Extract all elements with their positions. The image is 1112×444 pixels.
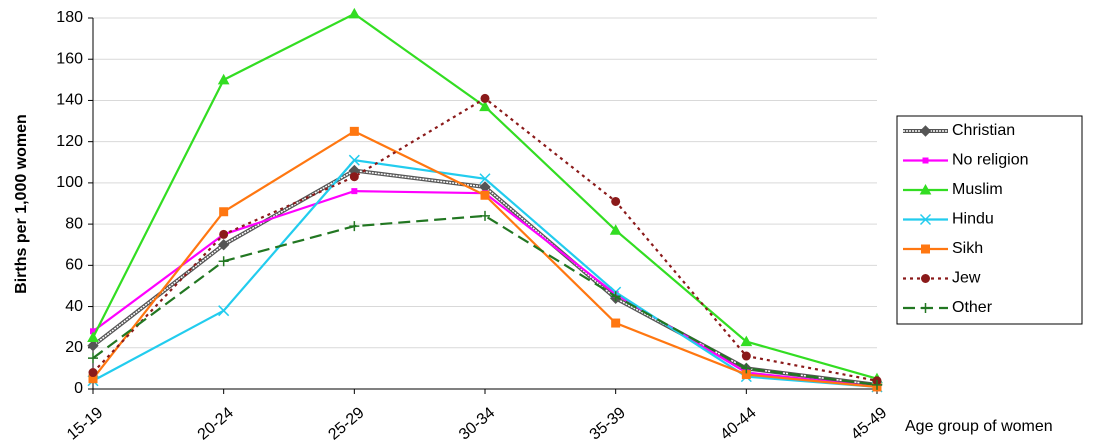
y-tick-label: 0 xyxy=(74,380,83,397)
data-point xyxy=(349,126,359,136)
data-point xyxy=(479,100,491,112)
legend-label: Jew xyxy=(952,270,981,287)
legend-label: Muslim xyxy=(952,181,1003,198)
data-point xyxy=(349,221,360,232)
legend-marker xyxy=(919,125,932,137)
data-point xyxy=(610,291,621,302)
data-point xyxy=(480,93,490,103)
data-point xyxy=(741,363,752,374)
y-tick-label: 180 xyxy=(56,9,83,26)
y-tick-label: 140 xyxy=(56,92,83,109)
x-tick-label: 40-44 xyxy=(717,404,759,443)
data-point xyxy=(217,239,230,251)
data-point xyxy=(348,7,361,19)
legend-marker xyxy=(919,183,932,195)
data-point xyxy=(872,379,882,390)
series-line xyxy=(92,130,878,389)
data-point xyxy=(611,318,621,328)
data-point xyxy=(218,256,229,267)
data-point xyxy=(740,335,753,347)
data-point xyxy=(349,172,359,182)
y-tick-label: 160 xyxy=(56,50,83,67)
data-point xyxy=(88,368,98,378)
y-tick-label: 20 xyxy=(65,339,83,356)
data-point xyxy=(351,188,358,195)
series-line xyxy=(92,97,878,382)
data-point xyxy=(480,210,490,221)
legend-label: Other xyxy=(952,299,993,316)
x-tick-label: 15-19 xyxy=(64,404,106,443)
y-tick-label: 40 xyxy=(65,298,83,315)
legend-marker xyxy=(920,303,931,313)
data-point xyxy=(348,154,360,166)
data-point xyxy=(218,305,230,317)
legend-marker xyxy=(921,274,930,283)
legend-marker xyxy=(922,157,929,164)
legend-label: Hindu xyxy=(952,211,994,228)
data-point xyxy=(741,351,751,361)
legend-marker xyxy=(919,213,932,226)
y-tick-label: 100 xyxy=(56,174,83,191)
data-point xyxy=(611,196,621,206)
x-tick-label: 35-39 xyxy=(587,404,629,443)
y-tick-label: 120 xyxy=(56,133,83,150)
data-point xyxy=(609,224,622,235)
x-tick-label: 20-24 xyxy=(195,404,237,443)
data-point xyxy=(217,73,230,85)
x-tick-label: 45-49 xyxy=(848,404,890,443)
x-axis-label: Age group of women xyxy=(905,418,1053,435)
legend-label: Sikh xyxy=(952,240,983,257)
y-tick-label: 80 xyxy=(65,215,83,232)
y-tick-label: 60 xyxy=(65,257,83,274)
series-line-inner xyxy=(92,169,878,386)
x-tick-label: 25-29 xyxy=(325,404,367,443)
data-point xyxy=(88,353,98,364)
series-line xyxy=(91,168,878,387)
data-point xyxy=(87,340,99,352)
legend-marker xyxy=(921,244,930,254)
legend-label: No religion xyxy=(952,152,1028,169)
y-axis-label: Births per 1,000 women xyxy=(13,114,30,294)
data-point xyxy=(219,207,229,217)
data-point xyxy=(87,331,99,342)
data-point xyxy=(479,173,491,185)
x-tick-label: 30-34 xyxy=(456,404,498,443)
data-point xyxy=(480,190,490,200)
legend-label: Christian xyxy=(952,122,1015,139)
series-line xyxy=(92,214,878,386)
data-point xyxy=(219,229,229,239)
